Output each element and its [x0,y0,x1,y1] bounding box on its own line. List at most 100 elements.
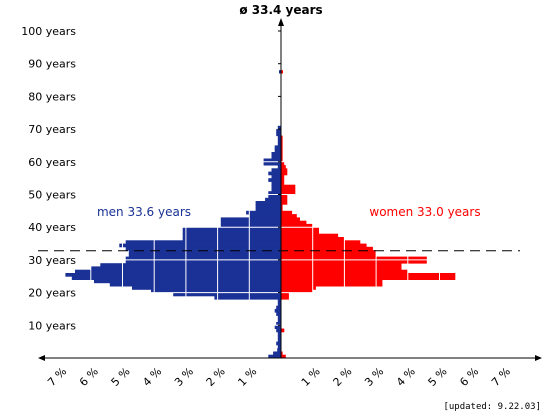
y-tick-label: 90 years [28,58,76,71]
women-bar-age-38 [281,230,319,235]
stray-mark-0 [279,70,281,74]
men-bar-age-40 [220,223,281,228]
women-bar-age-23 [281,279,383,284]
men-bar-age-67 [277,135,281,140]
men-bar-age-21 [132,286,281,290]
x-tick-label-left: 2 % [204,365,228,389]
men-bar-age-23 [94,279,281,284]
axes [38,18,542,361]
y-axis-ticks: 10 years 20 years 30 years 40 years 50 years… [21,25,281,332]
women-bar-age-37 [281,233,339,238]
men-bar-age-50 [268,191,281,195]
x-tick-label-right: 4 % [394,365,418,389]
y-tick-label: 50 years [28,189,76,202]
men-bar-age-41 [220,220,281,225]
men-bar-age-60 [263,158,281,163]
men-bar-age-68 [276,132,281,137]
y-tick-label: 80 years [28,90,76,103]
men-bar-age-5 [277,338,281,343]
y-tick-label: 10 years [28,319,76,332]
chart-title: ø 33.4 years [239,3,322,17]
men-bar-age-22 [109,282,281,287]
women-bar-age-35 [281,240,361,244]
men-bar-age-53 [271,181,281,186]
men-bar-age-45 [255,207,281,212]
men-bar-age-65 [277,142,281,146]
women-bar-age-60 [281,158,283,163]
women-bar-age-48 [281,197,288,202]
men-bar-age-37 [182,233,281,238]
men-bar-age-64 [274,145,281,150]
women-bar-age-44 [281,210,293,215]
women-bar-age-25 [281,273,456,277]
x-axis-arrow-right [535,355,542,361]
men-bar-age-32 [128,250,281,254]
men-bar-age-16 [277,302,281,307]
women-bar-age-59 [281,161,285,166]
men-bar-age-49 [268,194,281,199]
men-bar-age-18 [214,295,281,300]
women-bar-age-32 [281,250,377,254]
x-tick-label-left: 5 % [109,365,133,389]
x-tick-label-left: 6 % [77,365,101,389]
women-bar-age-61 [281,155,283,159]
women-bar-age-50 [281,191,296,195]
men-bar-age-24 [71,276,281,280]
men-bar-age-15 [276,305,281,310]
women-bar-age-18 [281,295,289,300]
men-bar-age-2 [277,348,281,352]
women-bar-age-62 [281,152,283,156]
men-bar-age-33 [125,246,281,251]
x-tick-label-left: 4 % [140,365,164,389]
men-bar-age-43 [249,214,281,218]
men-bar-age-66 [277,138,281,143]
men-bar-age-46 [255,204,281,208]
women-bar-age-43 [281,214,297,218]
women-bar-age-22 [281,282,383,287]
men-bar-age-44 [246,210,281,215]
men-bar-age-70 [277,125,281,130]
men-bar-age-26 [75,269,281,274]
men-bar-age-19 [173,292,281,297]
men-bars [65,70,282,359]
women-bar-age-45 [281,207,283,212]
women-bar-age-52 [281,184,296,189]
women-bar-age-28 [281,263,402,267]
men-bar-age-20 [151,289,281,293]
x-tick-label-right: 5 % [426,365,450,389]
men-bar-age-56 [268,171,281,176]
men-bar-age-25 [65,273,282,277]
women-bar-age-31 [281,253,377,258]
men-bar-age-38 [182,230,281,235]
men-bar-age-36 [182,237,281,241]
y-tick-label: 100 years [21,25,76,38]
men-bar-age-39 [182,227,281,231]
men-bar-age-8 [276,328,281,333]
women-bar-age-42 [281,217,300,222]
x-axis-ticks: 7 % 6 % 5 % 4 % 3 % 2 % 1 % 1 % 2 % 3 % 4 % 5 % 6 % 7… [45,365,513,389]
women-bar-age-27 [281,266,402,271]
updated-note: [updated: 9.22.03] [443,402,541,412]
men-bar-age-34 [119,243,281,248]
men-bar-age-61 [271,155,281,159]
x-tick-label-right: 1 % [299,365,323,389]
women-bar-age-1 [281,351,283,356]
x-tick-label-left: 7 % [45,365,69,389]
men-bar-age-54 [268,178,281,182]
women-bar-age-58 [281,165,286,169]
women-bar-age-66 [281,138,283,143]
women-bar-age-57 [281,168,288,172]
women-bar-age-29 [281,259,427,264]
women-bar-age-53 [281,181,285,186]
stray-mark-1 [281,70,283,74]
men-bar-age-31 [128,253,281,258]
women-bar-age-56 [281,171,288,176]
x-tick-label-right: 2 % [331,365,355,389]
women-bar-age-51 [281,188,296,192]
series-label-men: men 33.6 years [97,205,191,219]
men-bar-age-57 [271,168,281,172]
women-bar-age-24 [281,276,456,280]
men-bar-age-9 [274,325,281,329]
men-bar-age-35 [125,240,281,244]
